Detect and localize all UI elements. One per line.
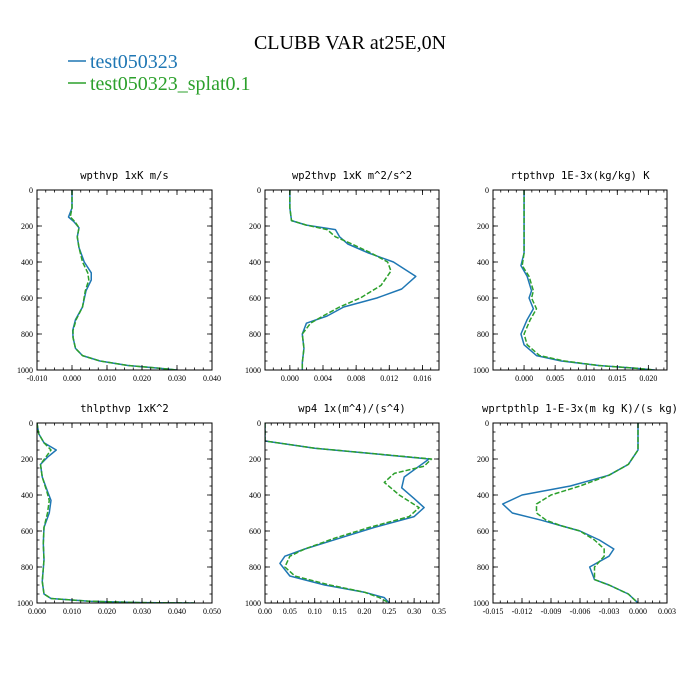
panel-title: wp4 1x(m^4)/(s^4) [298,403,405,415]
y-tick-label: 0 [29,419,33,428]
x-tick-label: 0.040 [203,374,221,383]
y-tick-label: 200 [477,222,489,231]
x-tick-label: 0.012 [380,374,398,383]
x-tick-label: 0.35 [432,607,446,616]
x-tick-label: 0.15 [333,607,347,616]
y-tick-label: 600 [249,294,261,303]
x-tick-label: 0.010 [63,607,81,616]
y-tick-label: 1000 [245,366,261,375]
y-tick-label: 200 [477,455,489,464]
x-tick-label: 0.000 [515,374,533,383]
y-tick-label: 600 [477,527,489,536]
panels: wpthvp 1xK m/s-0.010 0.000 0.010 0.020 0.030… [17,170,678,616]
y-tick-label: 800 [249,563,261,572]
y-tick-label: 0 [485,419,489,428]
legend: test050323 test050323_splat0.1 [68,51,251,95]
x-tick-label: 0.016 [413,374,431,383]
x-tick-label: 0.050 [203,607,221,616]
x-tick-label: 0.004 [314,374,332,383]
x-tick-label: 0.000 [629,607,647,616]
figure-title: CLUBB VAR at25E,0N [254,32,446,54]
panel-4: thlpthvp 1xK^2 0.000 0.010 0.020 0.030 0.040 0… [17,403,221,616]
y-tick-label: 0 [257,186,261,195]
y-tick-label: 1000 [17,366,33,375]
panel-6: wprtpthlp 1-E-3x(m kg K)/(s kg) -0.015 -0.… [473,403,678,616]
y-tick-label: 200 [249,455,261,464]
y-tick-label: 600 [477,294,489,303]
y-tick-label: 600 [21,527,33,536]
y-tick-label: 400 [21,258,33,267]
x-tick-label: 0.040 [168,607,186,616]
x-tick-label: -0.012 [512,607,533,616]
y-tick-label: 1000 [473,366,489,375]
y-tick-label: 800 [477,330,489,339]
y-tick-label: 1000 [17,599,33,608]
x-tick-label: 0.20 [357,607,371,616]
series-line-2 [37,423,195,603]
x-tick-label: -0.003 [599,607,620,616]
series-line-1 [265,423,430,603]
x-tick-label: 0.008 [347,374,365,383]
panel-title: rtpthvp 1E-3x(kg/kg) K [510,170,650,182]
y-tick-label: 800 [249,330,261,339]
x-tick-label: 0.00 [258,607,272,616]
x-tick-label: 0.000 [63,374,81,383]
panel-2: wp2thvp 1xK m^2/s^2 0.000 0.004 0.008 0.012 0… [245,170,440,383]
x-tick-label: 0.10 [308,607,322,616]
y-tick-label: 400 [477,491,489,500]
y-tick-label: 0 [29,186,33,195]
legend-label-1: test050323 [90,51,178,73]
x-tick-label: -0.009 [541,607,562,616]
y-tick-label: 200 [249,222,261,231]
series-line-2 [521,190,655,370]
x-tick-label: 0.030 [168,374,186,383]
y-tick-label: 1000 [245,599,261,608]
y-tick-label: 0 [485,186,489,195]
series-line-2 [265,423,433,603]
y-tick-label: 400 [477,258,489,267]
x-tick-label: -0.006 [570,607,591,616]
x-tick-label: 0.005 [546,374,564,383]
x-tick-label: 0.020 [133,374,151,383]
panel-title: wp2thvp 1xK m^2/s^2 [292,170,412,182]
y-tick-label: 400 [249,491,261,500]
x-tick-label: 0.003 [658,607,676,616]
x-tick-label: 0.25 [382,607,396,616]
x-tick-label: 0.000 [281,374,299,383]
y-tick-label: 800 [21,563,33,572]
y-tick-label: 200 [21,455,33,464]
x-tick-label: 0.010 [98,374,116,383]
series-line-2 [69,190,178,370]
panel-3: rtpthvp 1E-3x(kg/kg) K 0.000 0.005 0.010 0.0… [473,170,668,383]
y-tick-label: 1000 [473,599,489,608]
x-tick-label: 0.000 [28,607,46,616]
x-tick-label: 0.020 [639,374,657,383]
panel-title: wprtpthlp 1-E-3x(m kg K)/(s kg) [482,403,678,415]
series-line-2 [289,190,392,370]
y-tick-label: 600 [21,294,33,303]
x-tick-label: 0.05 [283,607,297,616]
legend-label-2: test050323_splat0.1 [90,73,251,95]
series-line-2 [535,423,639,603]
panel-title: wpthvp 1xK m/s [80,170,169,182]
x-tick-label: -0.010 [27,374,48,383]
x-tick-label: 0.30 [407,607,421,616]
x-tick-label: 0.030 [133,607,151,616]
x-tick-label: 0.020 [98,607,116,616]
panel-title: thlpthvp 1xK^2 [80,403,169,415]
y-tick-label: 200 [21,222,33,231]
y-tick-label: 800 [21,330,33,339]
y-tick-label: 0 [257,419,261,428]
y-tick-label: 400 [21,491,33,500]
y-tick-label: 400 [249,258,261,267]
x-tick-label: 0.015 [608,374,626,383]
y-tick-label: 800 [477,563,489,572]
panel-5: wp4 1x(m^4)/(s^4) 0.00 0.05 0.10 0.15 0.20 0.2… [245,403,446,616]
x-tick-label: 0.010 [577,374,595,383]
x-tick-label: -0.015 [483,607,504,616]
panel-1: wpthvp 1xK m/s -0.010 0.000 0.010 0.020 0.030… [17,170,221,383]
y-tick-label: 600 [249,527,261,536]
